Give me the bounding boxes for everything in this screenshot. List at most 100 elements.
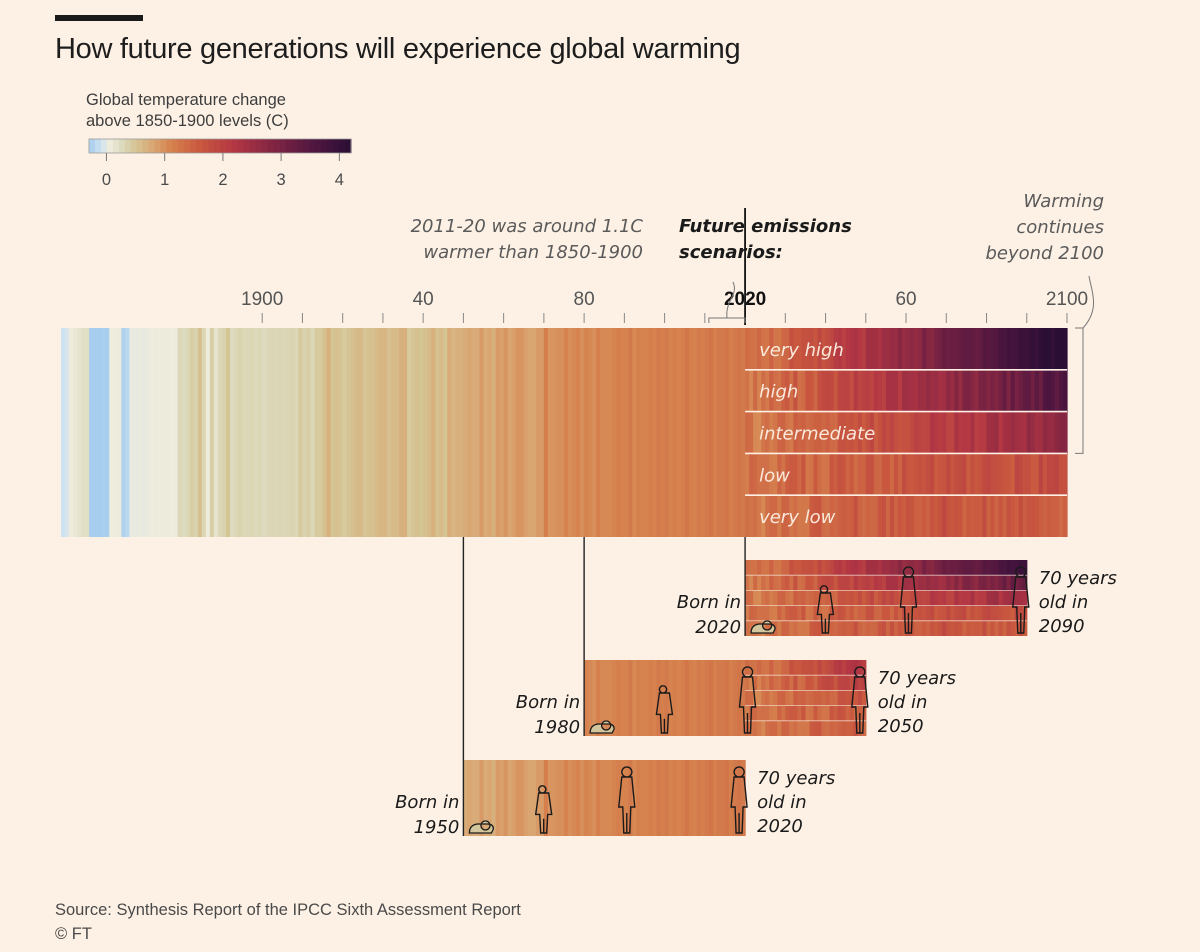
generation-stripe: [741, 760, 746, 836]
scenario-stripe: [749, 328, 754, 370]
generation-stripe: [797, 590, 803, 606]
generation-stripe: [757, 675, 762, 691]
scenario-stripe: [958, 369, 963, 412]
scenario-stripe: [801, 495, 807, 537]
generation-stripe: [825, 560, 831, 576]
generation-stripe: [889, 590, 895, 606]
generation-stripe: [753, 590, 758, 606]
generation-stripe: [789, 605, 794, 621]
generation-stripe: [475, 760, 481, 836]
scenario-stripe: [942, 495, 947, 537]
generation-stripe: [1022, 590, 1028, 606]
generation-stripe: [950, 605, 955, 621]
historical-stripe: [153, 328, 159, 537]
generation-stripe: [833, 675, 839, 691]
historical-stripe: [145, 328, 151, 537]
generation-stripe: [974, 620, 980, 636]
generation-stripe: [897, 605, 903, 621]
generation-stripe: [938, 620, 943, 636]
historical-stripe: [660, 328, 666, 537]
generation-stripe: [825, 590, 831, 606]
historical-stripe: [330, 328, 336, 537]
scenario-stripe: [833, 411, 839, 454]
scenario-stripe: [1002, 328, 1008, 370]
historical-stripe: [61, 328, 66, 537]
scenario-stripe: [954, 453, 959, 496]
generation-stripe: [970, 620, 976, 636]
scenario-stripe: [902, 411, 907, 454]
scenario-stripe: [954, 495, 959, 537]
historical-stripe: [411, 328, 416, 537]
scenario-stripe: [885, 328, 891, 370]
historical-stripe: [728, 328, 734, 537]
generation-stripe: [773, 590, 778, 606]
generation-stripe: [994, 620, 1000, 636]
scenario-stripe: [889, 453, 895, 496]
generation-stripe: [829, 660, 835, 676]
scenario-stripe: [1046, 495, 1052, 537]
scenario-stripe: [922, 328, 927, 370]
scenario-stripe: [1022, 495, 1028, 537]
generation-stripe: [672, 760, 678, 836]
scenario-stripe: [1030, 328, 1036, 370]
historical-stripe: [704, 328, 710, 537]
generation-stripe: [813, 605, 819, 621]
generation-stripe: [576, 760, 581, 836]
age-label-line: 70 years: [878, 668, 956, 689]
scenario-stripe: [837, 495, 843, 537]
scenario-stripe: [873, 495, 879, 537]
scenario-stripe: [749, 453, 754, 496]
historical-stripe: [205, 328, 211, 537]
historical-stripe: [274, 328, 279, 537]
scenario-stripe: [877, 328, 883, 370]
scenario-stripe: [825, 453, 831, 496]
scenario-stripe: [761, 328, 766, 370]
generation-stripe: [857, 620, 863, 636]
historical-stripe: [700, 328, 706, 537]
generation-stripe: [708, 660, 714, 736]
scenario-stripe: [881, 411, 887, 454]
generation-stripe: [761, 660, 766, 676]
generation-stripe: [998, 575, 1004, 591]
generation-stripe: [805, 690, 811, 706]
generation-stripe: [902, 560, 907, 576]
scenario-stripe: [994, 328, 1000, 370]
scenario-stripe: [773, 369, 778, 412]
historical-stripe: [217, 328, 223, 537]
scenario-stripe: [946, 369, 951, 412]
generation-stripe: [918, 590, 923, 606]
generation-stripe: [966, 560, 972, 576]
generation-stripe: [1006, 575, 1012, 591]
generation-stripe: [551, 760, 557, 836]
generation-stripe: [954, 605, 959, 621]
scenario-stripe: [889, 495, 895, 537]
generation-stripe: [873, 620, 879, 636]
scenario-stripe: [978, 453, 984, 496]
generation-stripe: [813, 620, 819, 636]
generation-stripe: [1002, 575, 1008, 591]
generation-stripe: [998, 560, 1004, 576]
scenario-stripe: [1058, 453, 1064, 496]
scenario-stripe: [1006, 369, 1012, 412]
generation-stripe: [1022, 575, 1028, 591]
color-scale-swatch: [243, 139, 251, 153]
scenario-stripe: [914, 453, 919, 496]
generation-stripe: [998, 620, 1004, 636]
scenario-stripe: [1014, 453, 1020, 496]
color-scale-tick-label: 0: [102, 171, 111, 189]
historical-stripe: [596, 328, 601, 537]
historical-stripe: [733, 328, 738, 537]
scenario-stripe: [801, 369, 807, 412]
generation-stripe: [664, 660, 670, 736]
scenario-stripe: [849, 453, 855, 496]
scenario-stripe: [777, 328, 782, 370]
historical-stripe: [624, 328, 629, 537]
generation-stripe: [837, 590, 843, 606]
generation-stripe: [821, 660, 827, 676]
historical-stripe: [334, 328, 340, 537]
scenario-stripe: [1006, 328, 1012, 370]
scenario-stripe: [954, 411, 959, 454]
generation-stripe: [1002, 590, 1008, 606]
generation-stripe: [849, 660, 855, 676]
historical-stripe: [523, 328, 529, 537]
